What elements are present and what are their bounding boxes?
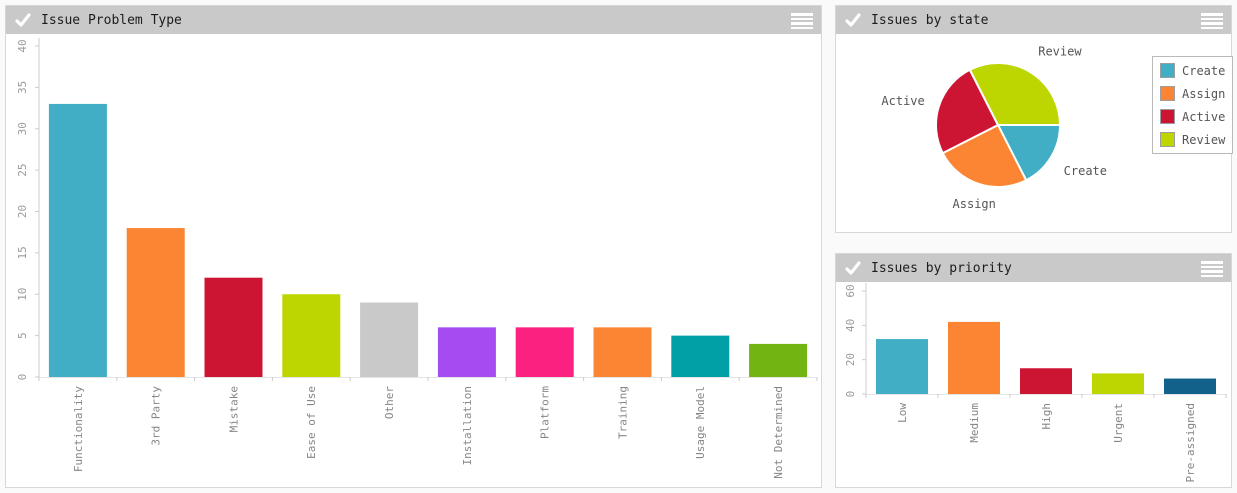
x-category-label: Other [383,386,396,419]
menu-icon[interactable] [1201,13,1223,29]
x-category-label: Ease of Use [305,386,318,459]
pie-slice-label: Review [1038,44,1082,58]
check-icon [15,13,31,27]
y-tick-label: 10 [16,288,29,301]
legend-item-review[interactable]: Review [1160,132,1225,147]
bar-not-determined[interactable] [749,343,808,377]
panel-issues-by-priority: Issues by priority 0 20 40 60 Low Medium High U… [835,253,1232,488]
x-category-label: Platform [539,386,552,439]
by_state-plot: Create Assign Active Review [881,44,1107,211]
bar-3rd-party[interactable] [126,228,185,377]
bar-chart-problem-type: 0 5 10 15 20 25 30 35 40 Functionality 3rd Party Mi… [6,34,821,487]
y-tick-label: 35 [16,81,29,94]
panel-issue-problem-type: Issue Problem Type 0 5 10 15 20 25 30 35 40 Funct… [5,5,822,488]
y-tick-label: 25 [16,164,29,177]
y-tick-label: 0 [844,391,857,398]
bar-functionality[interactable] [48,103,107,378]
bar-urgent[interactable] [1092,373,1144,394]
bar-chart-issues-by-priority: 0 20 40 60 Low Medium High Urgent Pre-assigned [836,282,1231,487]
x-category-label: Installation [461,386,474,465]
bar-pre-assigned[interactable] [1164,378,1216,394]
pie-slice-create[interactable] [997,124,1061,182]
by_priority-plot: 0 20 40 60 Low Medium High Urgent Pre-assigned [844,283,1227,482]
panel-title: Issues by priority [871,260,1012,276]
legend-swatch [1160,63,1175,78]
pie-slice-label: Active [881,94,924,108]
panel-issues-by-state: Issues by state Create Assign Active Review… [835,5,1234,233]
panel-header: Issues by priority [836,254,1231,282]
bar-high[interactable] [1020,368,1072,394]
x-category-label: Usage Model [694,386,707,459]
y-tick-label: 60 [844,284,857,297]
x-category-label: Medium [968,403,981,443]
x-category-label: Urgent [1112,403,1125,443]
y-tick-label: 0 [16,374,29,381]
legend-label: Create [1182,63,1226,78]
bar-other[interactable] [360,302,419,377]
x-category-label: Low [896,403,909,423]
bar-medium[interactable] [948,321,1000,394]
x-category-label: Functionality [72,386,85,472]
bar-usage-model[interactable] [671,335,730,377]
bar-installation[interactable] [437,327,496,377]
y-tick-label: 40 [16,39,29,52]
panel-title: Issues by state [871,12,989,28]
legend-swatch [1160,109,1175,124]
legend-item-assign[interactable]: Assign [1160,86,1225,101]
pie-slice-label: Assign [953,197,996,211]
panel-header: Issue Problem Type [6,6,821,34]
panel-title: Issue Problem Type [41,12,182,28]
check-icon [845,261,861,275]
legend-label: Assign [1182,86,1226,101]
check-icon [845,13,861,27]
x-category-label: Mistake [227,386,240,432]
x-category-label: High [1040,403,1053,430]
legend-swatch [1160,132,1175,147]
legend-swatch [1160,86,1175,101]
problem_type-plot: 0 5 10 15 20 25 30 35 40 Functionality 3rd Party Mi… [16,38,818,479]
legend-label: Review [1182,132,1226,147]
y-tick-label: 5 [16,332,29,339]
bar-low[interactable] [876,339,928,394]
x-category-label: 3rd Party [150,386,163,446]
menu-icon[interactable] [1201,261,1223,277]
panel-header: Issues by state [836,6,1231,34]
pie-slice-active[interactable] [935,68,999,155]
pie-chart-issues-by-state: Create Assign Active Review Create Assign Acti… [836,34,1234,232]
y-tick-label: 40 [844,319,857,332]
y-tick-label: 20 [844,353,857,366]
bar-platform[interactable] [515,327,574,377]
y-tick-label: 15 [16,246,29,259]
x-category-label: Training [616,386,629,439]
menu-icon[interactable] [791,13,813,29]
bar-mistake[interactable] [204,277,263,377]
pie-slice-assign[interactable] [941,124,1028,188]
y-tick-label: 20 [16,205,29,218]
bar-training[interactable] [593,327,652,377]
pie-slice-review[interactable] [968,62,1061,126]
legend-item-create[interactable]: Create [1160,63,1225,78]
legend: Create Assign Active Review [1152,56,1234,154]
x-category-label: Pre-assigned [1184,403,1197,482]
legend-label: Active [1182,109,1226,124]
legend-item-active[interactable]: Active [1160,109,1225,124]
x-category-label: Not Determined [772,386,785,479]
y-tick-label: 30 [16,122,29,135]
pie-slice-label: Create [1064,164,1107,178]
bar-ease-of-use[interactable] [282,294,341,377]
